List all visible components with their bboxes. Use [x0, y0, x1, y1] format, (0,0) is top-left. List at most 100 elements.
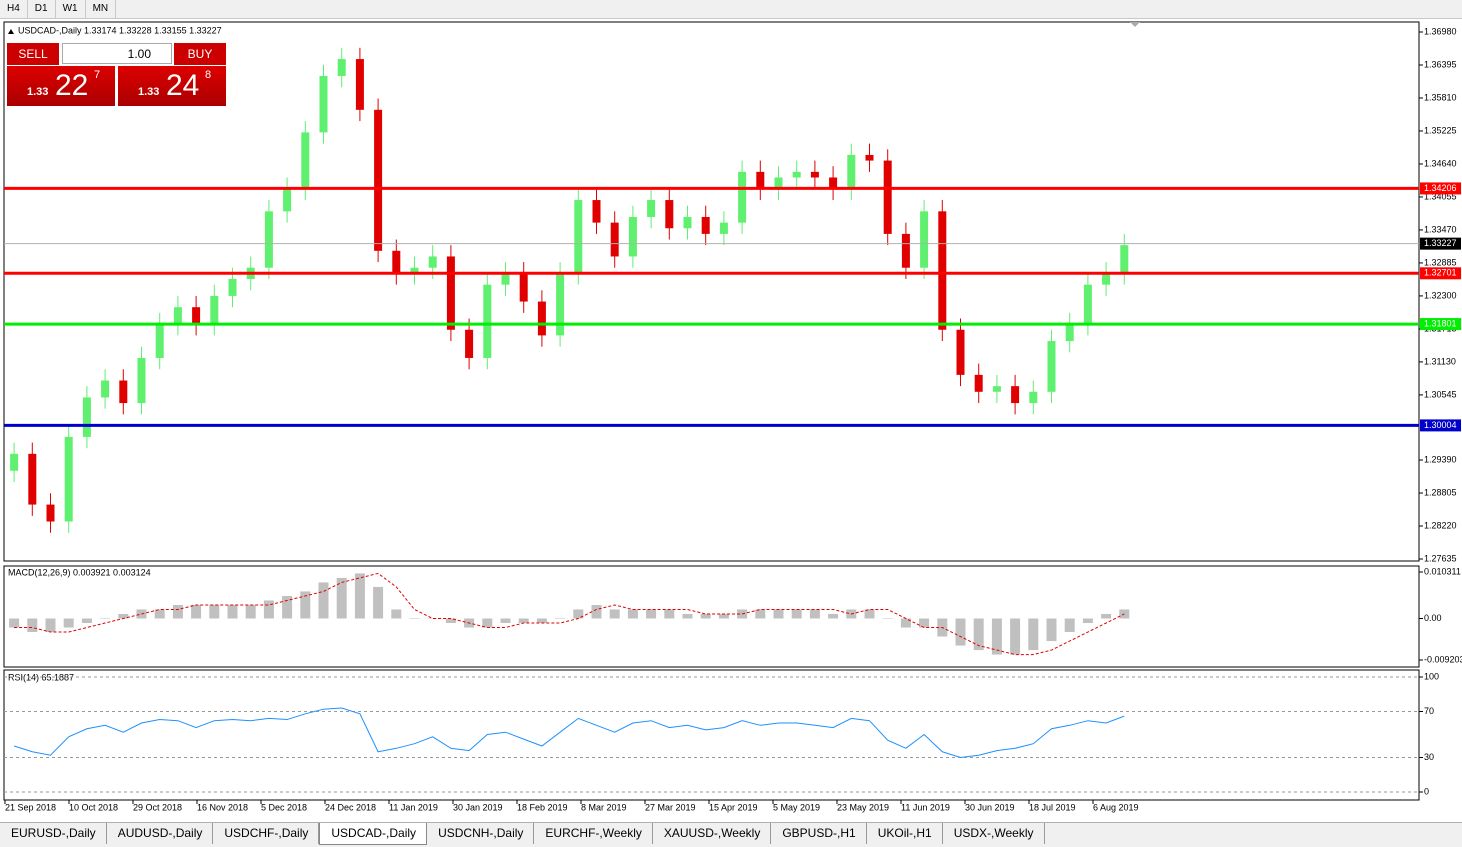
level-label: 1.32701 — [1424, 268, 1457, 278]
candle-body — [647, 200, 656, 217]
candle-body — [1011, 386, 1020, 404]
candle-body — [10, 453, 19, 471]
timeframe-button[interactable]: D1 — [28, 0, 56, 18]
macd-bar — [1028, 618, 1039, 651]
macd-bar — [263, 600, 274, 619]
candle-body — [1102, 273, 1111, 285]
x-tick-label: 11 Jun 2019 — [901, 802, 950, 812]
timeframe-button[interactable]: H4 — [0, 0, 28, 18]
macd-bar — [791, 609, 802, 619]
symbol-tab[interactable]: USDCAD-,Daily — [319, 823, 428, 845]
sell-button[interactable]: SELL — [7, 43, 59, 65]
x-tick-label: 6 Aug 2019 — [1093, 802, 1139, 812]
candle-body — [592, 200, 601, 223]
y-tick-label: 1.36980 — [1424, 26, 1457, 36]
candle-body — [374, 109, 383, 251]
candle-body — [574, 200, 583, 274]
candle-body — [628, 216, 637, 257]
symbol-tab[interactable]: UKOil-,H1 — [867, 823, 943, 844]
y-tick-label: 1.30545 — [1424, 389, 1457, 399]
price-big: 1.33 — [27, 86, 49, 98]
symbol-tab[interactable]: GBPUSD-,H1 — [771, 823, 867, 844]
symbol-tab[interactable]: USDCNH-,Daily — [427, 823, 535, 844]
price-fraction: 7 — [94, 69, 101, 81]
macd-bar — [882, 618, 893, 619]
x-tick-label: 11 Jan 2019 — [389, 802, 438, 812]
macd-bar — [118, 613, 129, 619]
sell-price[interactable]: 1.33 22 7 — [7, 66, 115, 106]
macd-bar — [191, 604, 202, 619]
candle-body — [28, 453, 37, 505]
level-label: 1.31801 — [1424, 318, 1457, 328]
macd-bar — [755, 609, 766, 619]
x-tick-label: 5 May 2019 — [773, 802, 820, 812]
symbol-tab[interactable]: AUDUSD-,Daily — [107, 823, 214, 844]
candle-body — [810, 171, 819, 178]
candle-body — [64, 436, 73, 522]
candle-body — [610, 222, 619, 257]
candle-body — [46, 504, 55, 522]
x-tick-label: 27 Mar 2019 — [645, 802, 696, 812]
candle-body — [483, 284, 492, 358]
macd-bar — [209, 604, 220, 619]
y-tick-label: 1.34640 — [1424, 158, 1457, 168]
lot-input[interactable]: 1.00 — [62, 43, 172, 64]
candle-body — [992, 386, 1001, 392]
y-tick-label: 1.35225 — [1424, 125, 1457, 135]
candle-body — [865, 154, 874, 161]
x-tick-label: 24 Dec 2018 — [325, 802, 376, 812]
candle-body — [410, 267, 419, 274]
symbol-tab[interactable]: USDCHF-,Daily — [213, 823, 320, 844]
candle-body — [428, 256, 437, 268]
candle-body — [1029, 391, 1038, 404]
macd-bar — [482, 618, 493, 628]
y-tick-label: 1.33470 — [1424, 224, 1457, 234]
candle-body — [319, 75, 328, 133]
timeframe-button[interactable]: MN — [86, 0, 117, 18]
buy-button[interactable]: BUY — [174, 43, 226, 65]
symbol-tab[interactable]: EURUSD-,Daily — [0, 823, 107, 844]
candle-body — [792, 171, 801, 178]
y-tick-label: 1.27635 — [1424, 553, 1457, 563]
current-price-label: 1.33227 — [1424, 238, 1457, 248]
level-label-bg — [1420, 182, 1461, 195]
x-tick-label: 16 Nov 2018 — [197, 802, 248, 812]
x-tick-label: 18 Feb 2019 — [517, 802, 568, 812]
macd-bar — [336, 577, 347, 619]
candle-body — [137, 357, 146, 404]
candle-body — [756, 171, 765, 189]
rsi-panel — [3, 669, 1420, 801]
symbol-tab[interactable]: USDX-,Weekly — [943, 823, 1045, 844]
candle-body — [847, 154, 856, 189]
macd-bar — [154, 609, 165, 619]
y-tick-label: 100 — [1424, 671, 1439, 681]
candle-body — [665, 200, 674, 229]
y-tick-label: 0.00 — [1424, 613, 1442, 623]
macd-bar — [172, 604, 183, 619]
candle-body — [264, 211, 273, 268]
macd-bar — [700, 613, 711, 619]
price-pips: 22 — [55, 69, 89, 102]
candle-body — [82, 397, 91, 437]
y-tick-label: 1.32300 — [1424, 290, 1457, 300]
candle-body — [101, 380, 110, 398]
x-tick-label: 30 Jun 2019 — [965, 802, 1015, 812]
candle-body — [738, 171, 747, 223]
candle-body — [1047, 341, 1056, 392]
symbol-tab[interactable]: XAUUSD-,Weekly — [653, 823, 772, 844]
macd-bar — [27, 618, 38, 633]
macd-bar — [646, 609, 657, 619]
timeframe-button[interactable]: W1 — [56, 0, 86, 18]
y-tick-label: 1.34055 — [1424, 191, 1457, 201]
macd-bar — [718, 613, 729, 619]
y-tick-label: 1.29390 — [1424, 454, 1457, 464]
buy-price[interactable]: 1.33 24 8 — [118, 66, 226, 106]
macd-bar — [573, 609, 584, 619]
symbol-tab[interactable]: EURCHF-,Weekly — [534, 823, 653, 844]
macd-bar — [664, 609, 675, 619]
candle-body — [355, 59, 364, 110]
macd-bar — [609, 609, 620, 619]
candle-body — [537, 301, 546, 336]
candle-body — [210, 295, 219, 325]
